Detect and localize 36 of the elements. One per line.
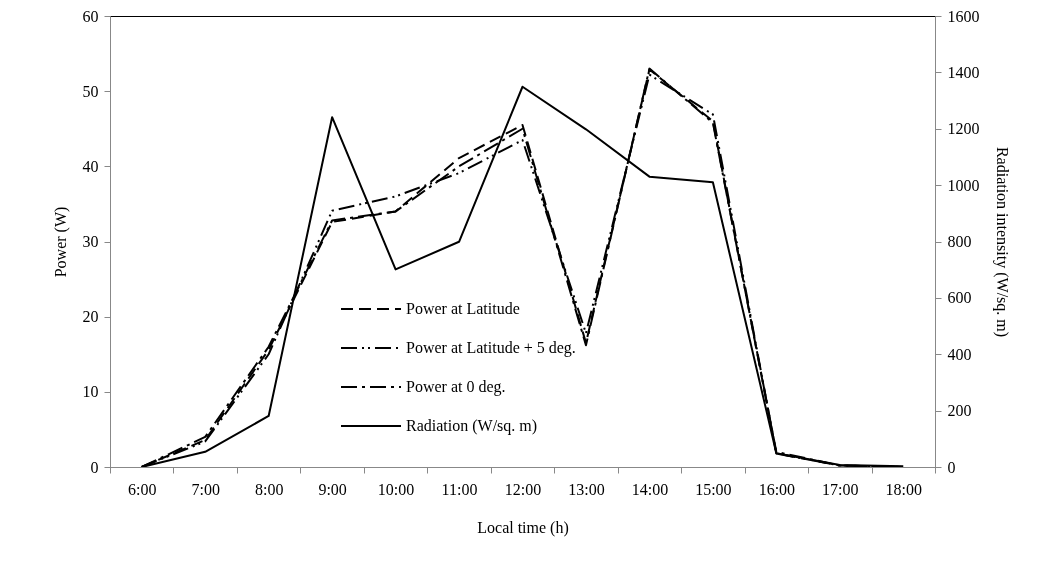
x-tick-label: 16:00 <box>758 480 796 498</box>
y-tick-label: 30 <box>82 233 99 250</box>
y2-tick-label: 800 <box>947 233 972 250</box>
x-tick-label: 8:00 <box>254 480 284 498</box>
y-axis-title: Power (W) <box>51 206 70 278</box>
y2-tick-label: 1200 <box>947 120 980 138</box>
y-tick-label: 10 <box>82 383 99 401</box>
y-tick-label: 0 <box>90 458 99 476</box>
legend-label: Power at Latitude <box>406 300 520 317</box>
y2-tick-label: 0 <box>947 458 956 476</box>
x-axis-title: Local time (h) <box>477 518 569 537</box>
y2-tick-label: 1400 <box>947 63 980 81</box>
x-tick-label: 17:00 <box>822 480 859 498</box>
y-tick-label: 50 <box>82 82 99 100</box>
y-tick-label: 40 <box>82 157 99 175</box>
x-tick-label: 11:00 <box>441 480 478 498</box>
legend-label: Power at 0 deg. <box>406 378 506 396</box>
y2-tick-label: 400 <box>947 345 972 363</box>
y2-tick-label: 1000 <box>947 176 980 194</box>
x-tick-label: 18:00 <box>885 480 922 498</box>
x-tick-label: 6:00 <box>128 480 157 498</box>
y2-tick-label: 600 <box>947 289 972 307</box>
x-tick-label: 14:00 <box>631 480 669 498</box>
legend-label: Power at Latitude + 5 deg. <box>406 339 576 357</box>
legend-label: Radiation (W/sq. m) <box>406 417 538 435</box>
y-tick-label: 20 <box>82 308 99 326</box>
y2-tick-label: 200 <box>947 402 972 420</box>
y2-axis-title: Radiation intensity (W/sq. m) <box>992 146 1011 338</box>
y-tick-label: 60 <box>82 7 99 25</box>
x-tick-label: 9:00 <box>318 480 347 498</box>
x-tick-label: 10:00 <box>377 480 415 498</box>
y2-tick-label: 1600 <box>947 7 980 25</box>
x-tick-label: 13:00 <box>568 480 605 498</box>
x-tick-label: 15:00 <box>695 480 732 498</box>
x-tick-label: 12:00 <box>504 480 542 498</box>
x-tick-label: 7:00 <box>191 480 220 498</box>
